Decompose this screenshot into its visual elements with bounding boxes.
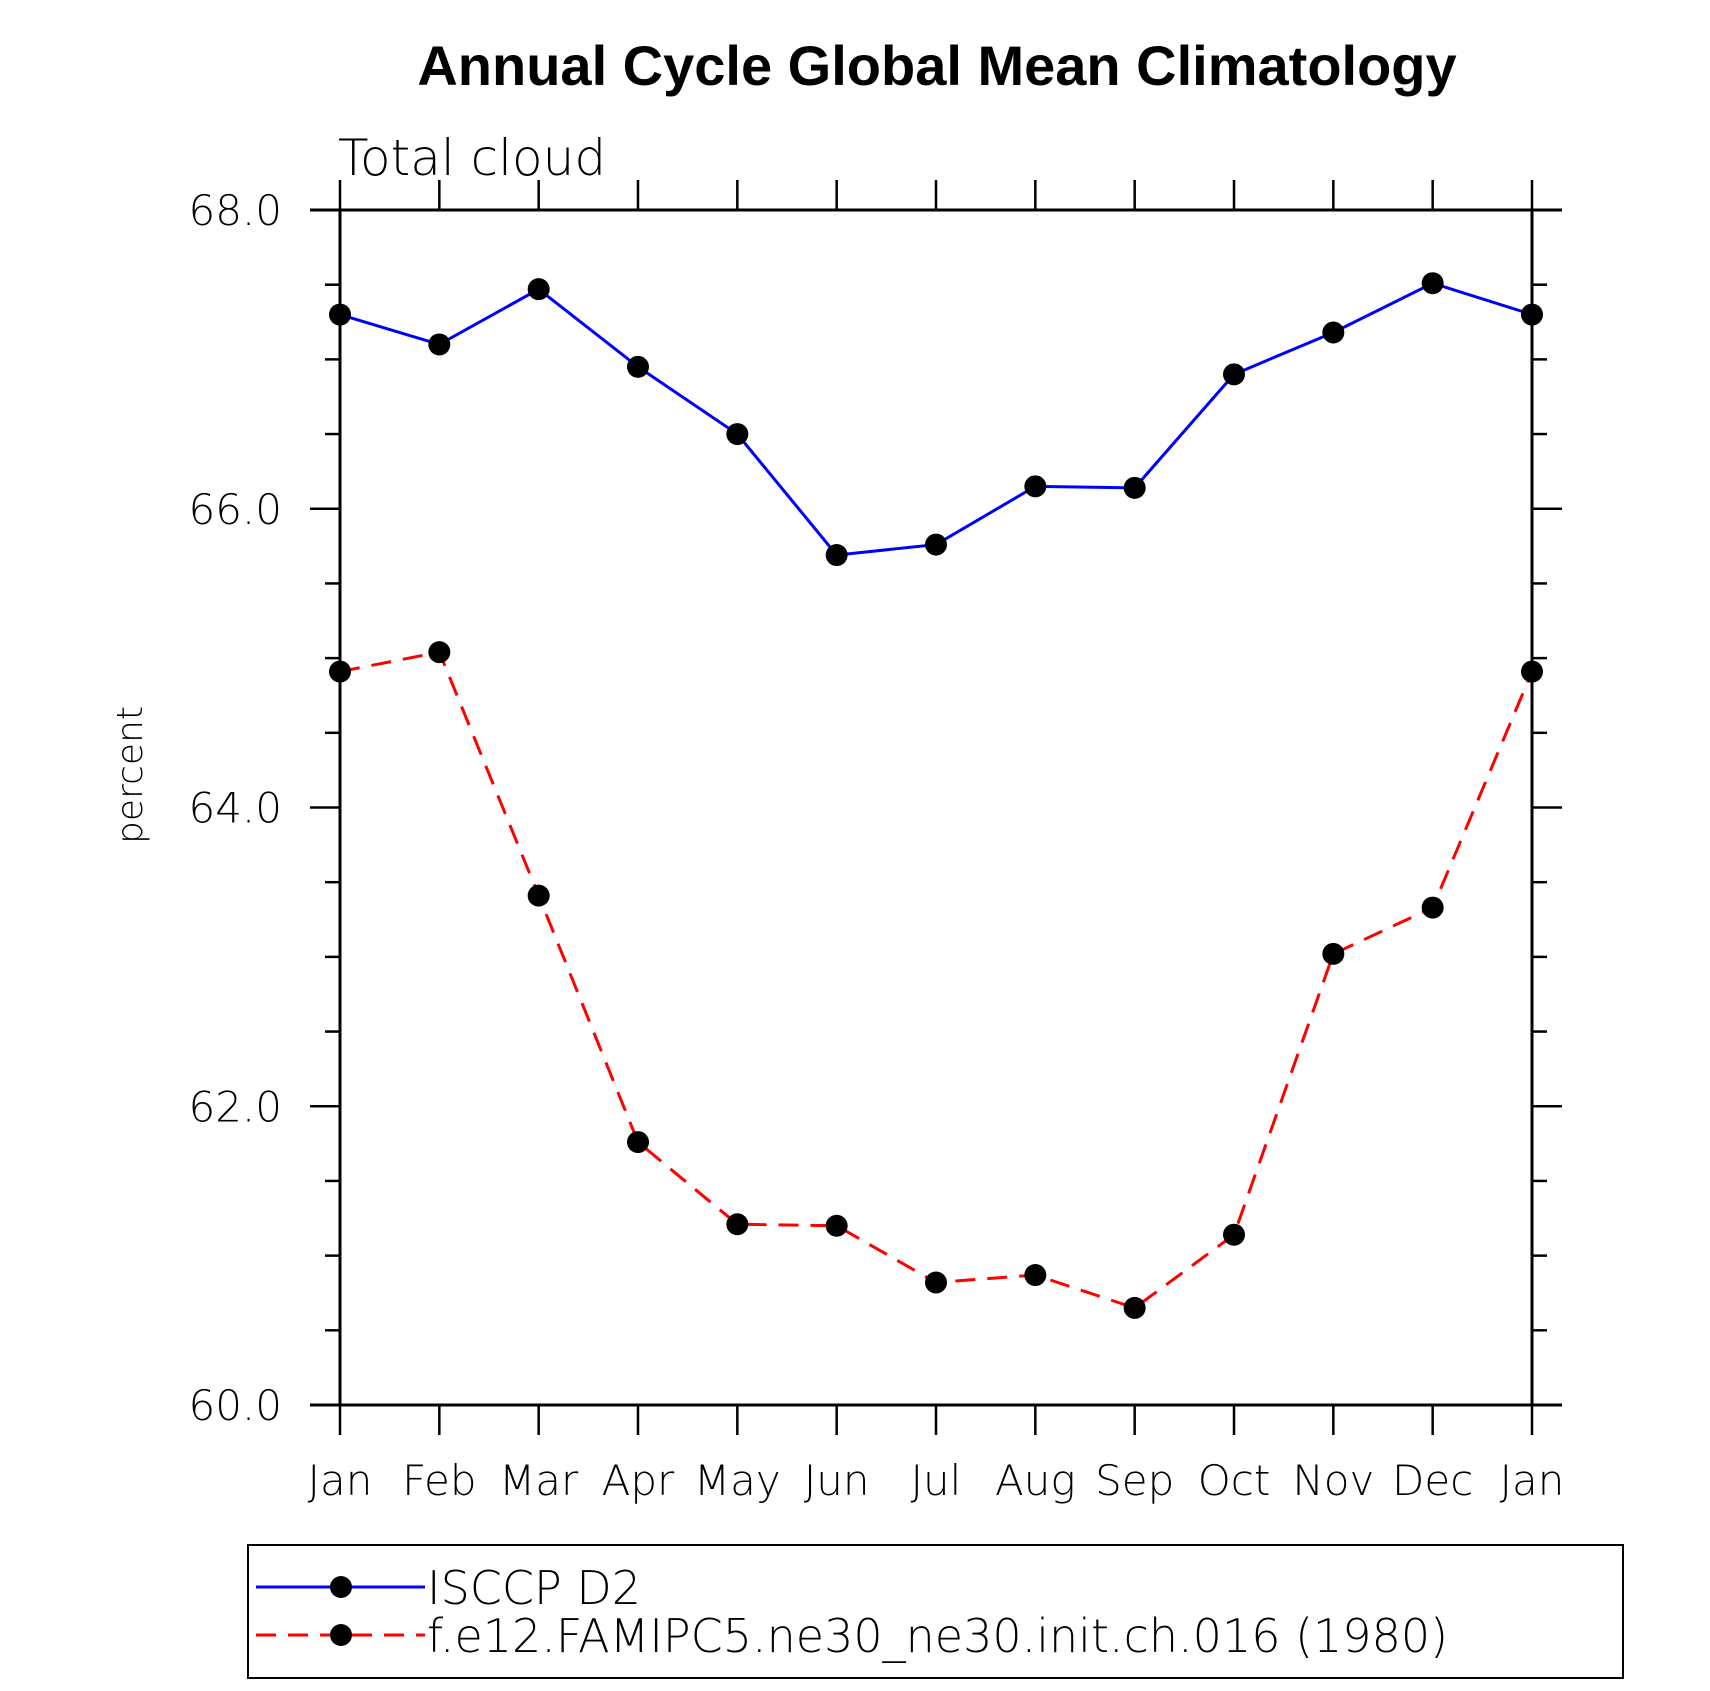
x-tick-label: Feb	[402, 1456, 476, 1505]
data-point-series-1	[1223, 1223, 1245, 1246]
y-tick-label: 68.0	[188, 186, 282, 235]
series-layer	[329, 272, 1543, 1319]
data-point-series-1	[1024, 1264, 1047, 1287]
series-line-1	[339, 650, 1534, 1310]
y-axis-label: percent	[110, 706, 151, 844]
x-tick-label: Nov	[1292, 1456, 1374, 1505]
x-tick-label: Oct	[1198, 1456, 1271, 1505]
data-point-series-0	[329, 303, 351, 326]
data-point-series-1	[1123, 1296, 1146, 1319]
data-point-series-0	[1521, 303, 1543, 326]
x-tick-label: Sep	[1095, 1456, 1174, 1505]
data-point-series-0	[925, 533, 947, 556]
x-tick-label: Apr	[602, 1456, 675, 1505]
legend-marker-model	[330, 1624, 352, 1646]
legend-box	[247, 1544, 1624, 1679]
data-point-series-0	[726, 423, 749, 446]
data-point-series-1	[627, 1131, 649, 1154]
x-tick-label: Mar	[499, 1456, 579, 1505]
chart-subtitle: Total cloud	[338, 129, 606, 187]
series-line-0	[339, 281, 1533, 557]
data-point-series-1	[1421, 896, 1444, 919]
data-point-series-0	[1223, 363, 1245, 386]
data-point-series-1	[726, 1213, 749, 1236]
data-point-series-0	[1123, 476, 1146, 499]
data-point-series-1	[925, 1271, 947, 1294]
x-tick-label: Dec	[1392, 1456, 1473, 1505]
data-point-series-1	[825, 1214, 848, 1237]
y-tick-label: 64.0	[188, 784, 282, 833]
data-point-series-1	[329, 660, 351, 683]
x-tick-label: Jan	[1500, 1456, 1565, 1505]
data-point-series-0	[627, 355, 649, 378]
chart-title: Annual Cycle Global Mean Climatology	[417, 34, 1456, 97]
data-point-series-1	[527, 884, 550, 907]
data-point-series-1	[1322, 942, 1345, 965]
data-point-series-0	[825, 544, 848, 567]
legend-marker-isccp	[330, 1576, 352, 1598]
legend: ISCCP D2 f.e12.FAMIPC5.ne30_ne30.init.ch…	[247, 1544, 1624, 1679]
y-tick-label: 62.0	[188, 1082, 282, 1131]
data-point-series-0	[527, 278, 550, 301]
y-tick-label: 60.0	[188, 1381, 282, 1430]
data-point-series-1	[428, 641, 451, 664]
x-tick-label: Jul	[911, 1456, 962, 1505]
data-point-series-1	[1521, 660, 1543, 683]
data-point-series-0	[1421, 272, 1444, 295]
x-tick-label: Jan	[308, 1456, 373, 1505]
legend-label-isccp: ISCCP D2	[427, 1561, 641, 1615]
data-point-series-0	[428, 333, 451, 356]
axes-group: Jan Feb Mar Apr May Jun Jul Aug Sep Oct Nov Dec Jan 6…	[188, 180, 1564, 1505]
x-tick-label: Aug	[995, 1456, 1076, 1505]
x-tick-label: May	[694, 1456, 781, 1505]
data-point-series-0	[1322, 321, 1345, 344]
y-tick-label: 66.0	[188, 485, 282, 534]
data-point-series-0	[1024, 475, 1047, 498]
legend-label-model: f.e12.FAMIPC5.ne30_ne30.init.ch.016 (198…	[427, 1609, 1448, 1663]
x-tick-label: Jun	[804, 1456, 870, 1505]
